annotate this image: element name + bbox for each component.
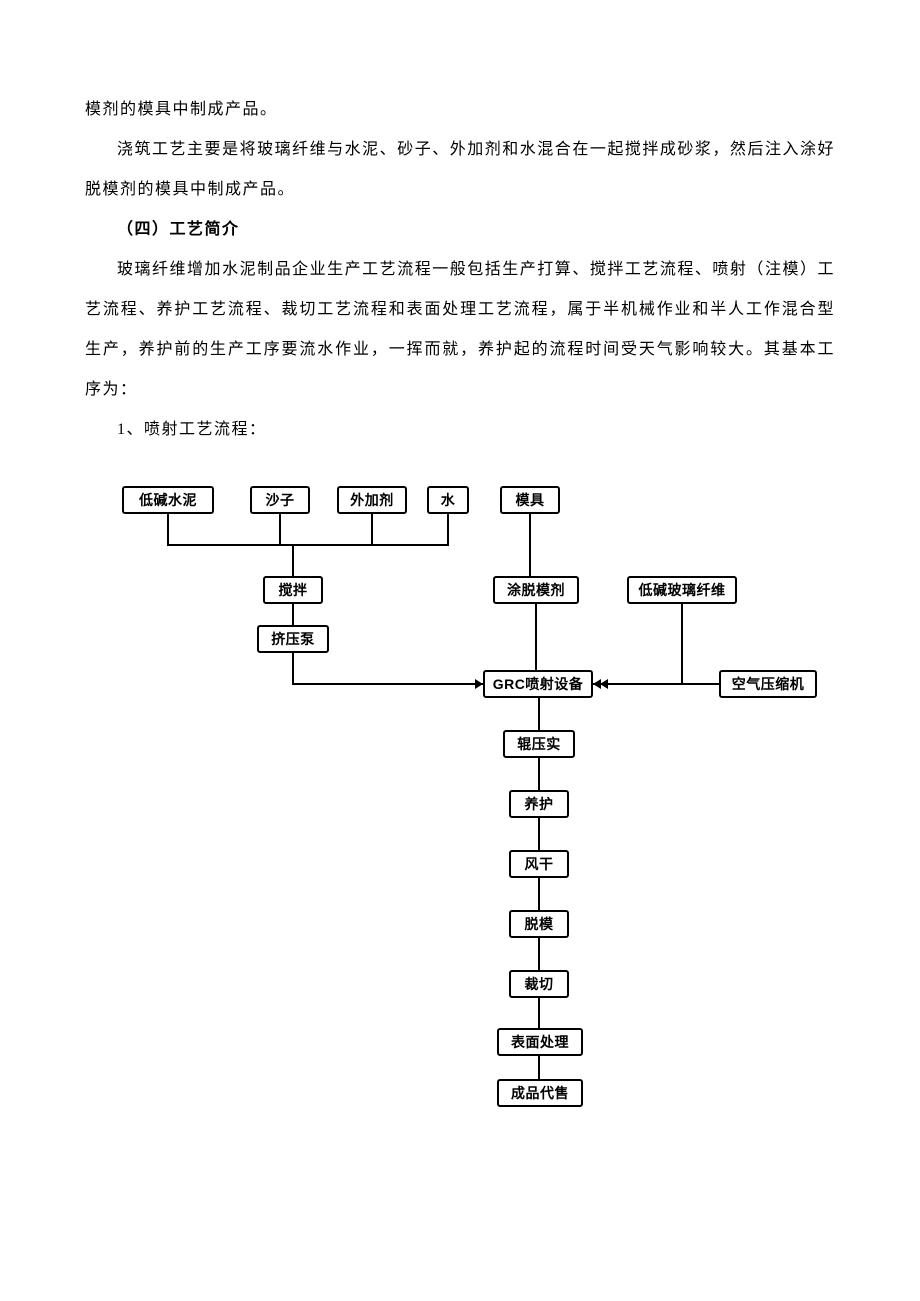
flowchart-node: 辊压实 [503,730,575,758]
flowchart-arrow-icon [600,679,608,689]
document-page: 模剂的模具中制成产品。 浇筑工艺主要是将玻璃纤维与水泥、砂子、外加剂和水混合在一… [0,0,920,1160]
flowchart-connector [538,998,540,1028]
flowchart-node: 水 [427,486,469,514]
flowchart-node: 脱模 [509,910,569,938]
flowchart-connector [371,514,373,546]
flowchart-node: 空气压缩机 [719,670,817,698]
paragraph-spray-process: 1、喷射工艺流程： [85,410,835,450]
paragraph-process-intro: 玻璃纤维增加水泥制品企业生产工艺流程一般包括生产打算、搅拌工艺流程、喷射（注模）… [85,250,835,410]
flowchart-connector [538,938,540,970]
flowchart-connector [292,683,483,685]
flowchart-connector [681,604,683,684]
paragraph-continuation: 模剂的模具中制成产品。 [85,90,835,130]
section-heading-4: （四）工艺简介 [85,210,835,250]
flowchart-connector [167,514,169,546]
flowchart-connector [167,544,449,546]
flowchart-node: 成品代售 [497,1079,583,1107]
paragraph-casting-process: 浇筑工艺主要是将玻璃纤维与水泥、砂子、外加剂和水混合在一起搅拌成砂浆，然后注入涂… [85,130,835,210]
flowchart-connector [538,758,540,790]
flowchart-connector [538,818,540,850]
flowchart-node: 风干 [509,850,569,878]
flowchart-node: GRC喷射设备 [483,670,593,698]
flowchart-arrow-icon [475,679,483,689]
flowchart-node: 裁切 [509,970,569,998]
flowchart-connector [538,698,540,730]
flowchart-connector [292,604,294,625]
flowchart-connector [279,514,281,546]
flowchart-node: 沙子 [250,486,310,514]
flowchart-node: 养护 [509,790,569,818]
flowchart-node: 低碱玻璃纤维 [627,576,737,604]
flowchart-connector [538,878,540,910]
flowchart-node: 挤压泵 [257,625,329,653]
spray-process-flowchart: 低碱水泥 沙子外加剂水 模具搅拌 涂脱模剂 低碱玻璃纤维挤压泵 GRC喷射设备 空气压缩机辊… [95,480,855,1100]
flowchart-connector [292,653,294,684]
flowchart-connector [593,683,719,685]
flowchart-connector [538,1056,540,1079]
flowchart-connector [447,514,449,546]
flowchart-node: 表面处理 [497,1028,583,1056]
flowchart-node: 模具 [500,486,560,514]
flowchart-node: 低碱水泥 [122,486,214,514]
flowchart-connector [292,546,294,576]
flowchart-connector [535,604,537,670]
flowchart-connector [529,514,531,576]
flowchart-node: 搅拌 [263,576,323,604]
flowchart-node: 涂脱模剂 [493,576,579,604]
flowchart-node: 外加剂 [337,486,407,514]
